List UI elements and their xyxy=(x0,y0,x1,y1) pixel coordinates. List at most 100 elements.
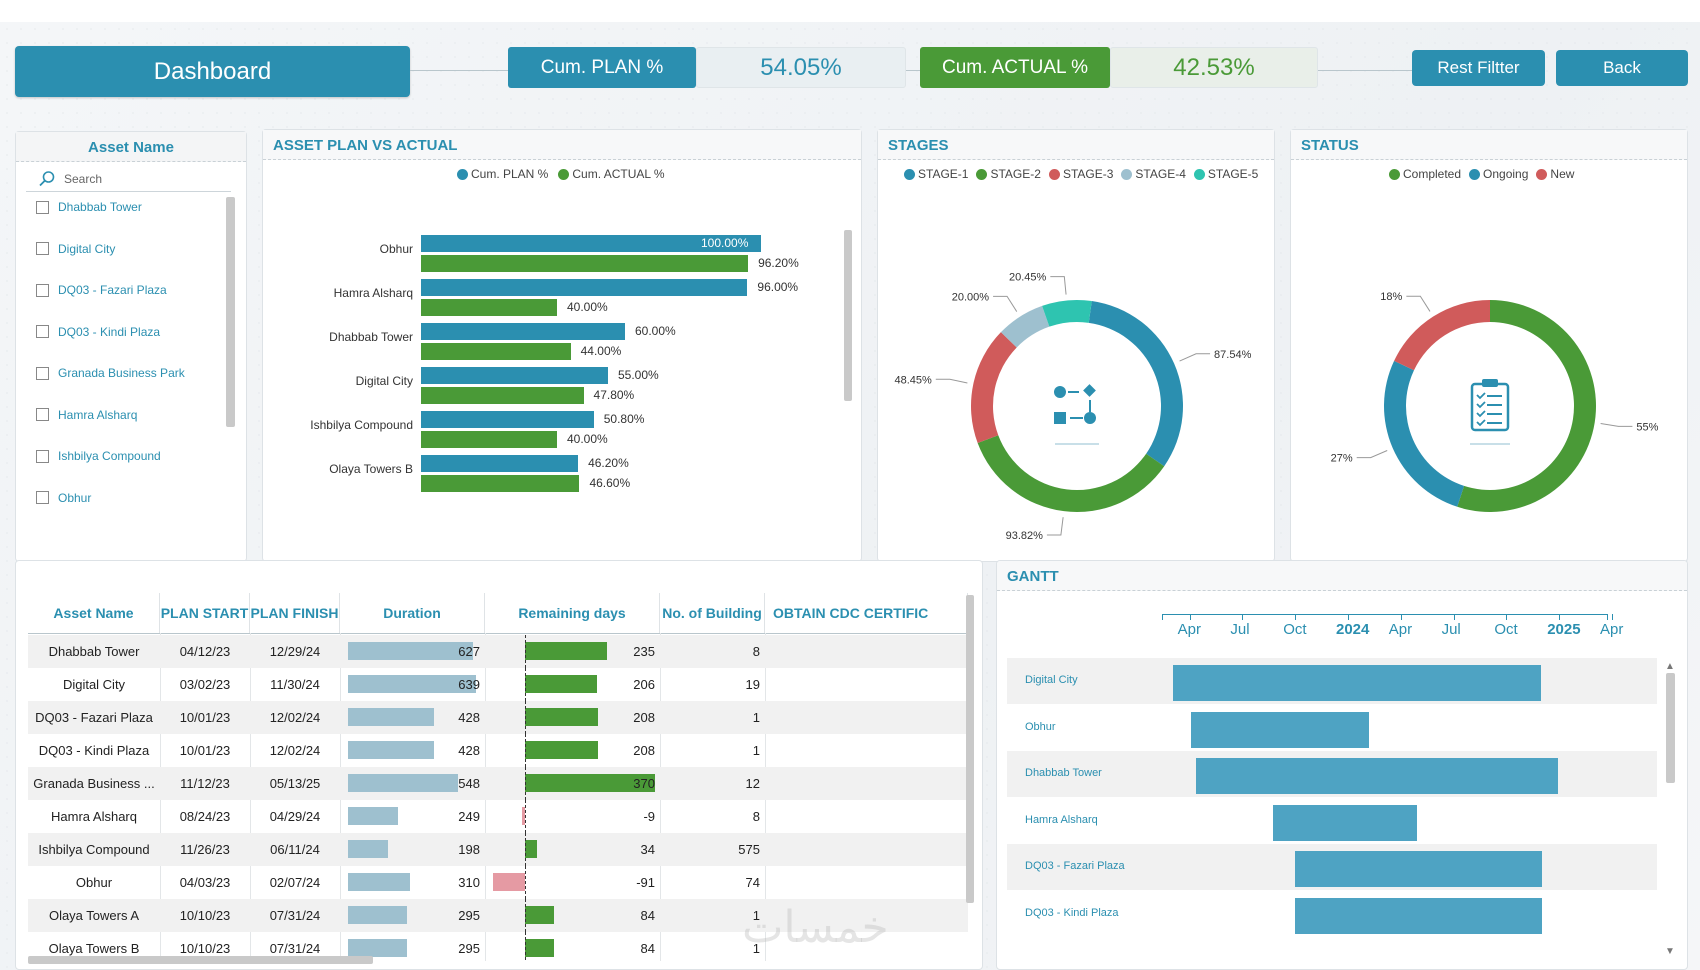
gantt-axis-label: Oct xyxy=(1494,621,1518,638)
table-cell: 84 xyxy=(640,941,655,956)
table-cell: 34 xyxy=(640,842,655,857)
slicer-item[interactable]: Digital City xyxy=(36,242,115,256)
gantt-bar[interactable] xyxy=(1295,897,1543,934)
table-row[interactable]: DQ03 - Fazari Plaza 10/01/23 12/02/24 428 20… xyxy=(28,701,968,734)
icon-shape xyxy=(1084,412,1096,424)
checkbox[interactable] xyxy=(36,283,49,297)
gantt-bar[interactable] xyxy=(1196,758,1559,794)
table-row[interactable]: Obhur 04/03/23 02/07/24 310 -91 74 xyxy=(28,866,968,899)
slicer-item[interactable]: DQ03 - Kindi Plaza xyxy=(36,325,160,339)
checkbox[interactable] xyxy=(36,200,49,214)
checkbox[interactable] xyxy=(36,408,49,421)
gantt-row[interactable]: Digital City xyxy=(1007,658,1657,704)
column-header[interactable]: PLAN START xyxy=(160,593,250,633)
category-label: Dhabbab Tower xyxy=(329,330,413,344)
slicer-item[interactable]: Obhur xyxy=(36,491,91,505)
table-row[interactable]: Ishbilya Compound 11/26/23 06/11/24 198 34 57… xyxy=(28,833,968,866)
remaining-bar xyxy=(525,642,608,660)
plan-bar xyxy=(421,235,761,252)
table-horizontal-scrollbar[interactable] xyxy=(28,956,373,964)
checkbox[interactable] xyxy=(36,242,49,255)
table-row[interactable]: Digital City 03/02/23 11/30/24 639 206 19 xyxy=(28,668,968,701)
gantt-task-label: DQ03 - Kindi Plaza xyxy=(1025,906,1119,919)
table-cell: 310 xyxy=(458,875,480,890)
category-label: Hamra Alsharq xyxy=(333,286,413,300)
chart-scrollbar[interactable] xyxy=(844,230,852,401)
table-cell: 428 xyxy=(458,743,480,758)
assets-table-panel: Asset Name PLAN START PLAN FINISH Duration R… xyxy=(15,560,983,970)
column-header[interactable]: OBTAIN CDC CERTIFIC xyxy=(765,593,968,633)
slicer-item[interactable]: Dhabbab Tower xyxy=(36,200,142,214)
slicer-item[interactable]: Hamra Alsharq xyxy=(36,408,137,422)
checkbox[interactable] xyxy=(36,366,49,380)
slice-label: 48.45% xyxy=(894,374,932,386)
gantt-axis-label: Jul xyxy=(1230,621,1250,638)
slicer-item[interactable]: DQ03 - Fazari Plaza xyxy=(36,283,167,297)
actual-kpi-label: Cum. ACTUAL % xyxy=(920,47,1110,88)
gantt-bar[interactable] xyxy=(1190,711,1370,748)
table-row[interactable]: Olaya Towers B 10/10/23 07/31/24 295 84 1 xyxy=(28,932,968,961)
table-cell: 206 xyxy=(633,677,655,692)
header-divider xyxy=(28,633,968,634)
table-row[interactable]: Dhabbab Tower 04/12/23 12/29/24 627 235 8 xyxy=(28,635,968,668)
table-row[interactable]: Hamra Alsharq 08/24/23 04/29/24 249 -9 8 xyxy=(28,800,968,833)
table-vertical-scrollbar[interactable] xyxy=(966,595,974,903)
table-row[interactable]: Granada Business ... 11/12/23 05/13/25 548 3… xyxy=(28,767,968,800)
actual-bar xyxy=(421,387,584,404)
table-cell: Dhabbab Tower xyxy=(48,644,140,659)
scroll-up-icon[interactable]: ▲ xyxy=(1665,661,1675,672)
gantt-row[interactable]: DQ03 - Kindi Plaza xyxy=(1007,891,1657,937)
status-legend: Completed Ongoing New xyxy=(1389,167,1574,181)
back-button[interactable]: Back xyxy=(1556,50,1688,86)
zero-line xyxy=(525,932,526,961)
checkbox[interactable] xyxy=(36,325,49,338)
table-row[interactable]: DQ03 - Kindi Plaza 10/01/23 12/02/24 428 208… xyxy=(28,734,968,767)
search-placeholder: Search xyxy=(64,171,103,186)
leader-line xyxy=(993,295,1018,312)
legend-label: STAGE-5 xyxy=(1207,167,1259,181)
column-header[interactable]: PLAN FINISH xyxy=(250,593,340,633)
slicer-item[interactable]: Ishbilya Compound xyxy=(36,449,161,463)
zero-line xyxy=(525,767,526,800)
reset-filter-button[interactable]: Rest Filtter xyxy=(1412,50,1545,86)
remaining-bar xyxy=(525,840,537,858)
plan-kpi-value: 54.05% xyxy=(696,47,906,88)
icon-shape xyxy=(1083,384,1096,397)
actual-value-label: 46.60% xyxy=(589,476,631,490)
column-header[interactable]: Asset Name xyxy=(28,593,160,633)
gantt-scrollbar[interactable] xyxy=(1666,673,1675,783)
gantt-tick xyxy=(1400,614,1402,620)
duration-bar xyxy=(348,774,458,792)
table-cell: 11/26/23 xyxy=(180,842,230,857)
gantt-bar[interactable] xyxy=(1273,804,1418,841)
table-cell: 04/29/24 xyxy=(269,809,321,824)
table-cell: Hamra Alsharq xyxy=(51,809,137,824)
gantt-row[interactable]: Hamra Alsharq xyxy=(1007,798,1657,844)
column-header[interactable]: No. of Building xyxy=(660,593,765,633)
table-cell: 1 xyxy=(752,743,760,758)
plan-kpi-label: Cum. PLAN % xyxy=(508,47,696,88)
gantt-row[interactable]: Dhabbab Tower xyxy=(1007,751,1657,797)
scroll-down-icon[interactable]: ▼ xyxy=(1665,946,1675,957)
column-header[interactable]: Remaining days xyxy=(485,593,660,633)
remaining-bar xyxy=(525,774,655,792)
table-cell: 548 xyxy=(458,776,480,791)
table-cell: 08/24/23 xyxy=(179,809,231,824)
slicer-search-input[interactable]: Search xyxy=(26,166,231,192)
actual-value-label: 40.00% xyxy=(567,432,608,446)
table-cell: 06/11/24 xyxy=(270,842,320,857)
slicer-scrollbar[interactable] xyxy=(226,197,235,427)
table-row[interactable]: Olaya Towers A 10/10/23 07/31/24 295 84 1 xyxy=(28,899,968,932)
gantt-bar[interactable] xyxy=(1295,851,1543,887)
column-header[interactable]: Duration xyxy=(340,593,485,633)
slicer-item[interactable]: Granada Business Park xyxy=(36,366,185,380)
checkbox[interactable] xyxy=(36,449,49,463)
legend-label: Cum. PLAN % xyxy=(471,167,549,181)
slicer-item-label: Obhur xyxy=(58,490,92,505)
legend-item: STAGE-1 xyxy=(904,167,968,181)
slice-label: 20.00% xyxy=(952,291,990,303)
gantt-bar[interactable] xyxy=(1172,665,1541,701)
checkbox[interactable] xyxy=(36,491,49,504)
gantt-row[interactable]: DQ03 - Fazari Plaza xyxy=(1007,844,1657,890)
gantt-row[interactable]: Obhur xyxy=(1007,705,1657,751)
